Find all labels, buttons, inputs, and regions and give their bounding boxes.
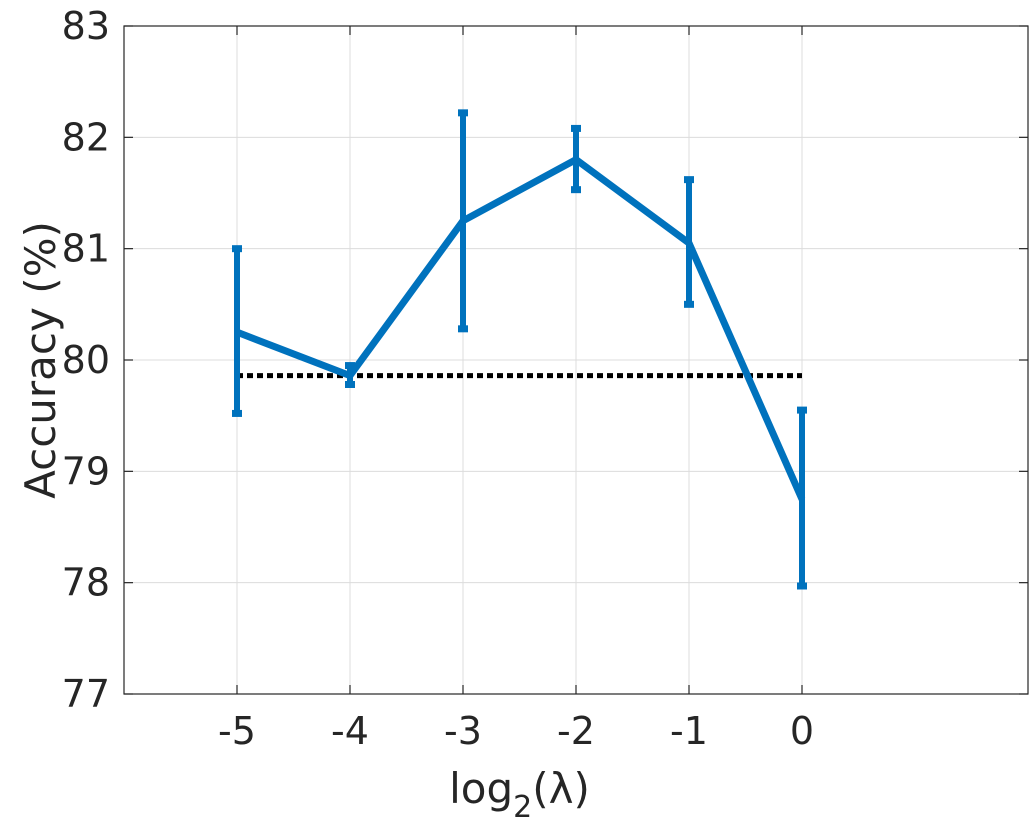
tick-labels: -5 -4 -3 -2 -1 0 77 78 79 80 81 82 83 bbox=[62, 4, 814, 753]
y-tick-label: 80 bbox=[62, 338, 110, 382]
axis-ticks bbox=[124, 25, 1028, 695]
x-tick-label: -1 bbox=[670, 709, 708, 753]
y-tick-label: 82 bbox=[62, 115, 110, 159]
y-tick-label: 79 bbox=[62, 449, 110, 493]
x-tick-label: -4 bbox=[331, 709, 369, 753]
x-axis-label-rest: (λ) bbox=[532, 764, 590, 813]
x-tick-label: -2 bbox=[557, 709, 595, 753]
series-line bbox=[235, 156, 806, 501]
x-axis-label: log2(λ) bbox=[449, 764, 590, 825]
x-axis-label-subscript: 2 bbox=[513, 790, 532, 825]
x-tick-label: 0 bbox=[790, 709, 814, 753]
series-layer bbox=[232, 109, 807, 590]
y-tick-label: 78 bbox=[62, 561, 110, 605]
x-axis-label-main: log bbox=[449, 764, 513, 813]
y-tick-label: 83 bbox=[62, 4, 110, 48]
x-tick-label: -5 bbox=[218, 709, 256, 753]
y-tick-label: 81 bbox=[62, 227, 110, 271]
y-axis-label: Accuracy (%) bbox=[16, 221, 65, 499]
x-tick-label: -3 bbox=[444, 709, 482, 753]
y-tick-label: 77 bbox=[62, 672, 110, 716]
